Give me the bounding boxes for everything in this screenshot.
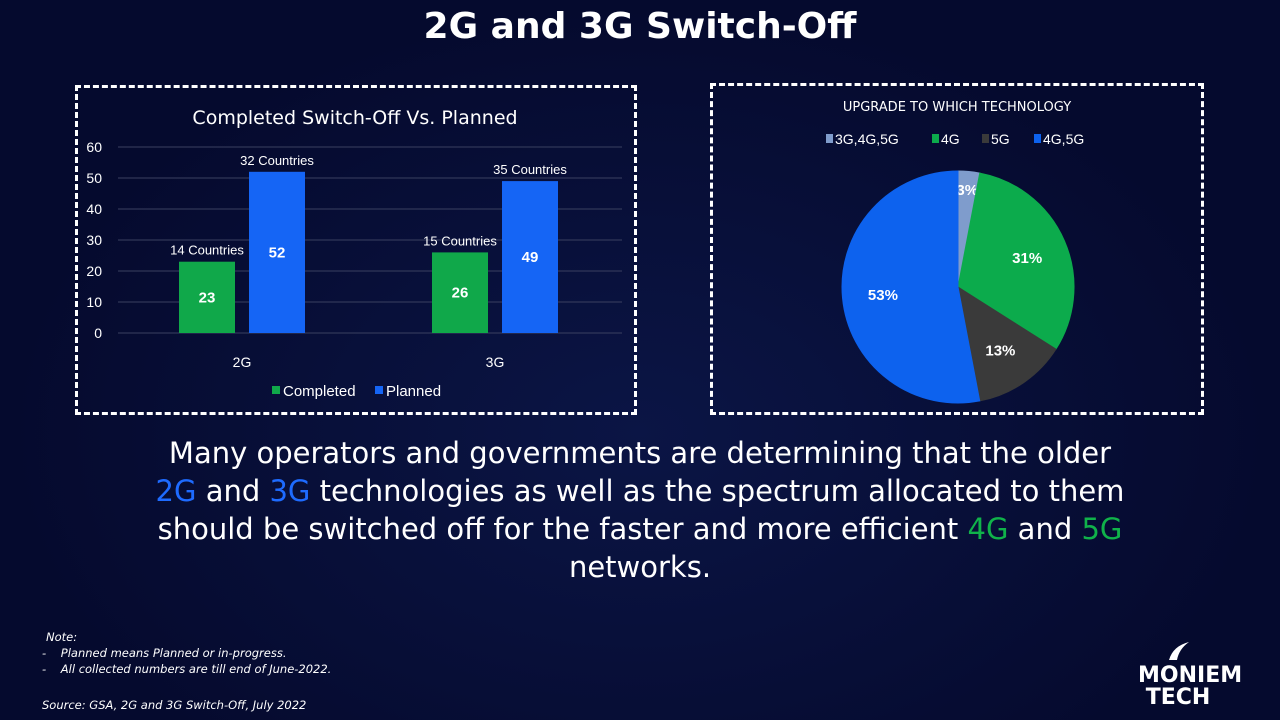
y-tick-label: 0 bbox=[94, 325, 102, 341]
annotation-label: 14 Countries bbox=[170, 243, 244, 258]
note-heading: Note: bbox=[46, 630, 78, 644]
y-tick-label: 50 bbox=[86, 170, 102, 186]
legend-label: 4G bbox=[941, 131, 960, 147]
legend-swatch bbox=[932, 134, 939, 143]
pie-slice bbox=[957, 285, 1057, 402]
legend-label: 5G bbox=[991, 131, 1010, 147]
slice-label: 3% bbox=[956, 182, 978, 199]
annotation-label: 32 Countries bbox=[240, 153, 314, 168]
y-tick-label: 20 bbox=[86, 263, 102, 279]
page-title: 2G and 3G Switch-Off bbox=[423, 6, 857, 47]
data-label: 52 bbox=[269, 244, 286, 261]
note-item: - All collected numbers are till end of … bbox=[42, 662, 332, 676]
note-item: - Planned means Planned or in-progress. bbox=[42, 646, 287, 660]
legend-swatch bbox=[375, 386, 383, 394]
highlight-2g: 2G bbox=[155, 474, 197, 508]
y-tick-label: 30 bbox=[86, 232, 102, 248]
note-text: Planned means Planned or in-progress. bbox=[60, 646, 287, 660]
signal-wave-icon bbox=[1169, 642, 1189, 660]
logo-line1: MONIEM bbox=[1138, 663, 1243, 688]
bar-planned bbox=[502, 181, 558, 333]
slice-label: 13% bbox=[985, 342, 1015, 359]
logo-line2: TECH bbox=[1145, 685, 1211, 710]
data-label: 23 bbox=[199, 289, 216, 306]
pie-slice bbox=[841, 170, 981, 404]
data-label: 26 bbox=[452, 285, 469, 302]
highlight-5g: 5G bbox=[1081, 512, 1123, 546]
text: should be switched off for the faster an… bbox=[157, 512, 968, 546]
statement-line: should be switched off for the faster an… bbox=[80, 510, 1200, 548]
logo: MONIEM TECH bbox=[1138, 640, 1243, 710]
bar-chart-frame bbox=[75, 85, 637, 415]
pie-chart-frame bbox=[710, 83, 1204, 415]
x-tick-label: 3G bbox=[486, 354, 505, 370]
bar-planned bbox=[249, 171, 305, 333]
pie-chart: UPGRADE TO WHICH TECHNOLOGY 3G,4G,5G 4G 5G 4… bbox=[826, 100, 1084, 404]
source-text: Source: GSA, 2G and 3G Switch-Off, July … bbox=[42, 698, 307, 712]
legend-label: 4G,5G bbox=[1043, 131, 1084, 147]
chart-title: Completed Switch-Off Vs. Planned bbox=[192, 107, 517, 129]
legend-swatch bbox=[982, 134, 989, 143]
bar-completed bbox=[179, 261, 235, 333]
legend-label: 3G,4G,5G bbox=[835, 131, 899, 147]
bar-completed bbox=[432, 252, 488, 333]
x-tick-label: 2G bbox=[233, 354, 252, 370]
main-statement: Many operators and governments are deter… bbox=[80, 434, 1200, 586]
slice-label: 53% bbox=[868, 287, 898, 304]
note-text: All collected numbers are till end of Ju… bbox=[60, 662, 332, 676]
statement-line: Many operators and governments are deter… bbox=[168, 436, 1112, 470]
y-tick-label: 10 bbox=[86, 294, 102, 310]
bar-chart: Completed Switch-Off Vs. Planned 0 10 20 30 4… bbox=[86, 107, 622, 400]
legend-label: Completed bbox=[283, 383, 356, 400]
y-tick-label: 60 bbox=[86, 139, 102, 155]
legend-swatch bbox=[1034, 134, 1041, 143]
legend-swatch bbox=[272, 386, 280, 394]
text: and bbox=[1008, 512, 1082, 546]
highlight-3g: 3G bbox=[269, 474, 311, 508]
highlight-4g: 4G bbox=[967, 512, 1009, 546]
legend-label: Planned bbox=[386, 383, 441, 400]
chart-title: UPGRADE TO WHICH TECHNOLOGY bbox=[843, 100, 1071, 115]
data-label: 49 bbox=[522, 249, 539, 266]
statement-line: 2G and 3G technologies as well as the sp… bbox=[80, 472, 1200, 510]
text: technologies as well as the spectrum all… bbox=[310, 474, 1125, 508]
y-tick-label: 40 bbox=[86, 201, 102, 217]
annotation-label: 35 Countries bbox=[493, 162, 567, 177]
statement-line: networks. bbox=[568, 550, 712, 584]
text: and bbox=[196, 474, 270, 508]
annotation-label: 15 Countries bbox=[423, 233, 497, 248]
legend-swatch bbox=[826, 134, 833, 143]
slice-label: 31% bbox=[1012, 250, 1042, 267]
